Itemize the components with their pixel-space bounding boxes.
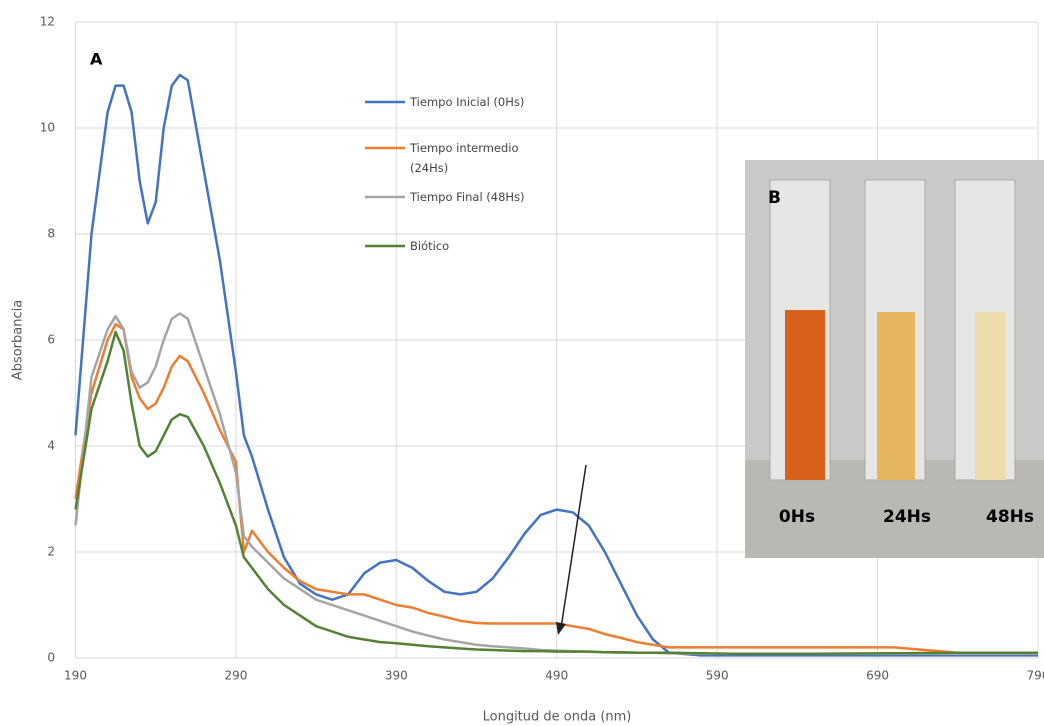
inset-label: B [768,188,781,208]
inset-photo: B 0Hs 24Hs 48Hs [745,160,1044,558]
y-tick-label: 2 [47,545,55,559]
series-line [74,322,1038,654]
y-tick-label: 8 [47,227,55,241]
sample-liquid [975,312,1005,480]
legend-label: Tiempo Final (48Hs) [410,190,525,204]
y-tick-label: 4 [47,439,55,453]
legend-label: Tiempo Inicial (0Hs) [410,95,525,109]
sample-liquid [877,312,915,480]
x-tick-label: 790 [1027,669,1044,683]
y-tick-label: 12 [40,15,55,29]
y-tick-label: 10 [40,121,55,135]
x-tick-label: 690 [866,669,889,683]
x-tick-label: 190 [64,669,87,683]
series-line [74,330,1038,656]
x-tick-label: 390 [385,669,408,683]
series-line [74,73,1038,657]
x-tick-label: 490 [545,669,568,683]
sample-label: 24Hs [883,507,931,527]
arrow [560,464,587,629]
y-tick-label: 6 [47,333,55,347]
y-tick-label: 0 [47,651,55,665]
y-axis-title: Absorbancia [11,300,26,380]
sample-label: 0Hs [779,507,815,527]
x-axis-title: Longitud de onda (nm) [483,710,632,725]
sample-label: 48Hs [986,507,1034,527]
x-tick-label: 290 [224,669,247,683]
arrow-head [556,622,566,635]
legend-label: Tiempo intermedio (24Hs) [410,141,519,175]
legend-label: Biótico [410,239,450,253]
x-tick-label: 590 [706,669,729,683]
panel-label: A [90,50,103,69]
sample-liquid [785,310,825,480]
